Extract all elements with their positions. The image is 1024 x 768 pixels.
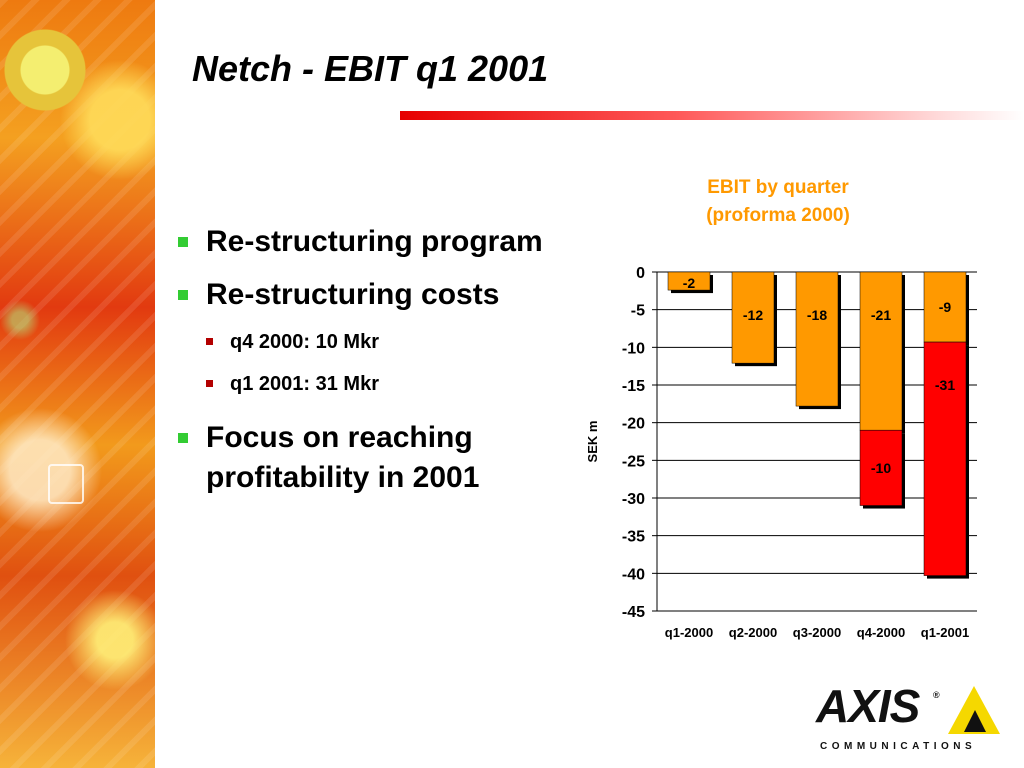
red-square-bullet-icon (206, 338, 213, 345)
bullet-text: Focus on reaching profitability in 2001 (206, 421, 480, 494)
x-tick-label: q1-2001 (921, 625, 969, 640)
green-square-bullet-icon (178, 290, 188, 300)
data-label: -10 (871, 460, 891, 476)
bar (859, 429, 903, 506)
bar (667, 271, 711, 291)
decorative-side-image (0, 0, 155, 768)
x-tick-label: q2-2000 (729, 625, 777, 640)
y-tick-label: -5 (631, 303, 645, 320)
data-label: -31 (935, 377, 955, 393)
bar (859, 271, 903, 431)
data-label: -2 (683, 275, 696, 291)
chart-subtitle-line: (proforma 2000) (706, 205, 850, 226)
y-tick-label: -40 (622, 566, 645, 583)
sub-bullet-item: q1 2001: 31 Mkr (206, 363, 572, 405)
y-tick-label: -25 (622, 453, 645, 470)
registered-mark: ® (933, 690, 940, 700)
title-divider (400, 111, 1024, 120)
y-tick-label: -15 (622, 378, 645, 395)
y-tick-label: -45 (622, 604, 645, 621)
bullet-item: Focus on reaching profitability in 2001 (172, 418, 572, 498)
axis-logo: AXIS ® COMMUNICATIONS (812, 680, 1002, 754)
y-tick-label: -35 (622, 529, 645, 546)
data-label: -12 (743, 307, 763, 323)
x-tick-label: q4-2000 (857, 625, 905, 640)
chart-title-line: EBIT by quarter (707, 177, 849, 198)
x-tick-label: q3-2000 (793, 625, 841, 640)
sub-bullet-text: q1 2001: 31 Mkr (230, 373, 379, 395)
bar (923, 341, 967, 576)
slide-title: Netch - EBIT q1 2001 (192, 48, 549, 89)
sub-bullet-item: q4 2000: 10 Mkr (206, 321, 572, 363)
bar (795, 271, 839, 407)
y-tick-label: 0 (636, 265, 645, 282)
bullet-item: Re-structuring costs q4 2000: 10 Mkr q1 … (172, 275, 572, 405)
data-label: -18 (807, 307, 827, 323)
ebit-bar-chart: 0 -5 -10 -15 -20 -25 -30 -35 -40 -45 SEK m -2 q1-200… (585, 265, 977, 640)
bullet-item: Re-structuring program (172, 222, 572, 262)
logo-wordmark: AXIS (816, 680, 920, 732)
y-axis-label: SEK m (585, 421, 600, 463)
sub-bullet-text: q4 2000: 10 Mkr (230, 331, 379, 353)
bar (923, 271, 967, 343)
sub-bullet-list: q4 2000: 10 Mkr q1 2001: 31 Mkr (206, 321, 572, 405)
bullet-list: Re-structuring program Re-structuring co… (172, 222, 572, 511)
data-label: -21 (871, 307, 891, 323)
picture-placeholder-icon (48, 464, 84, 504)
y-tick-label: -20 (622, 416, 645, 433)
data-label: -9 (939, 299, 952, 315)
green-square-bullet-icon (178, 237, 188, 247)
y-tick-label: -30 (622, 491, 645, 508)
green-square-bullet-icon (178, 433, 188, 443)
logo-tagline: COMMUNICATIONS (820, 741, 977, 752)
chart-title: EBIT by quarter (proforma 2000) (660, 174, 896, 230)
x-tick-label: q1-2000 (665, 625, 713, 640)
bullet-text: Re-structuring costs (206, 278, 500, 311)
red-square-bullet-icon (206, 380, 213, 387)
bullet-text: Re-structuring program (206, 225, 543, 258)
logo-triangle-shade-icon (964, 710, 986, 732)
bar (731, 271, 775, 364)
y-tick-label: -10 (622, 340, 645, 357)
